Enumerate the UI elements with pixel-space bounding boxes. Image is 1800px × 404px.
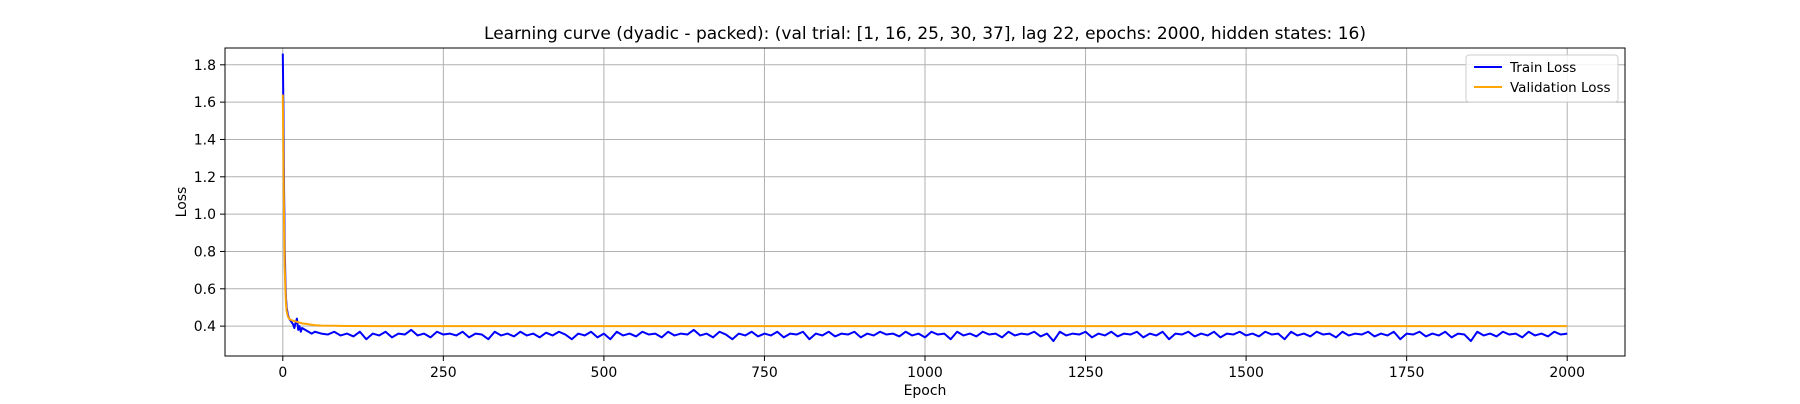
train-loss-line [281, 53, 1568, 343]
x-tick-label: 750 [751, 365, 778, 381]
x-tick-label: 1000 [907, 365, 943, 381]
x-tick-label: 1500 [1228, 365, 1264, 381]
y-tick-label: 1.2 [194, 170, 216, 186]
series-layer [281, 53, 1568, 343]
y-tick-label: 1.8 [194, 58, 216, 74]
x-tick-label: 0 [278, 365, 287, 381]
y-tick-label: 1.4 [194, 132, 216, 148]
x-tick-label: 500 [591, 365, 618, 381]
chart-title: Learning curve (dyadic - packed): (val t… [484, 24, 1366, 44]
x-tick-label: 1250 [1068, 365, 1104, 381]
y-tick-label: 0.8 [194, 244, 216, 260]
x-tick-label: 2000 [1549, 365, 1585, 381]
y-axis-ticks: 0.4 0.6 0.8 1.0 1.2 1.4 1.6 1.8 [194, 58, 225, 335]
legend-label-train-loss: Train Loss [1509, 60, 1576, 76]
validation-loss-line [281, 94, 1568, 328]
legend: Train Loss Validation Loss [1465, 54, 1619, 103]
y-axis-label: Loss [174, 187, 190, 218]
y-tick-label: 0.4 [194, 319, 216, 335]
x-axis-label: Epoch [904, 383, 947, 399]
legend-label-validation-loss: Validation Loss [1510, 80, 1611, 96]
x-tick-label: 250 [430, 365, 457, 381]
y-tick-label: 1.6 [194, 95, 216, 111]
x-axis-ticks: 0 250 500 750 1000 1250 1500 1750 2000 [278, 356, 1585, 381]
y-tick-label: 0.6 [194, 282, 216, 298]
x-tick-label: 1750 [1389, 365, 1425, 381]
y-tick-label: 1.0 [194, 207, 216, 223]
legend-box [1465, 54, 1619, 103]
